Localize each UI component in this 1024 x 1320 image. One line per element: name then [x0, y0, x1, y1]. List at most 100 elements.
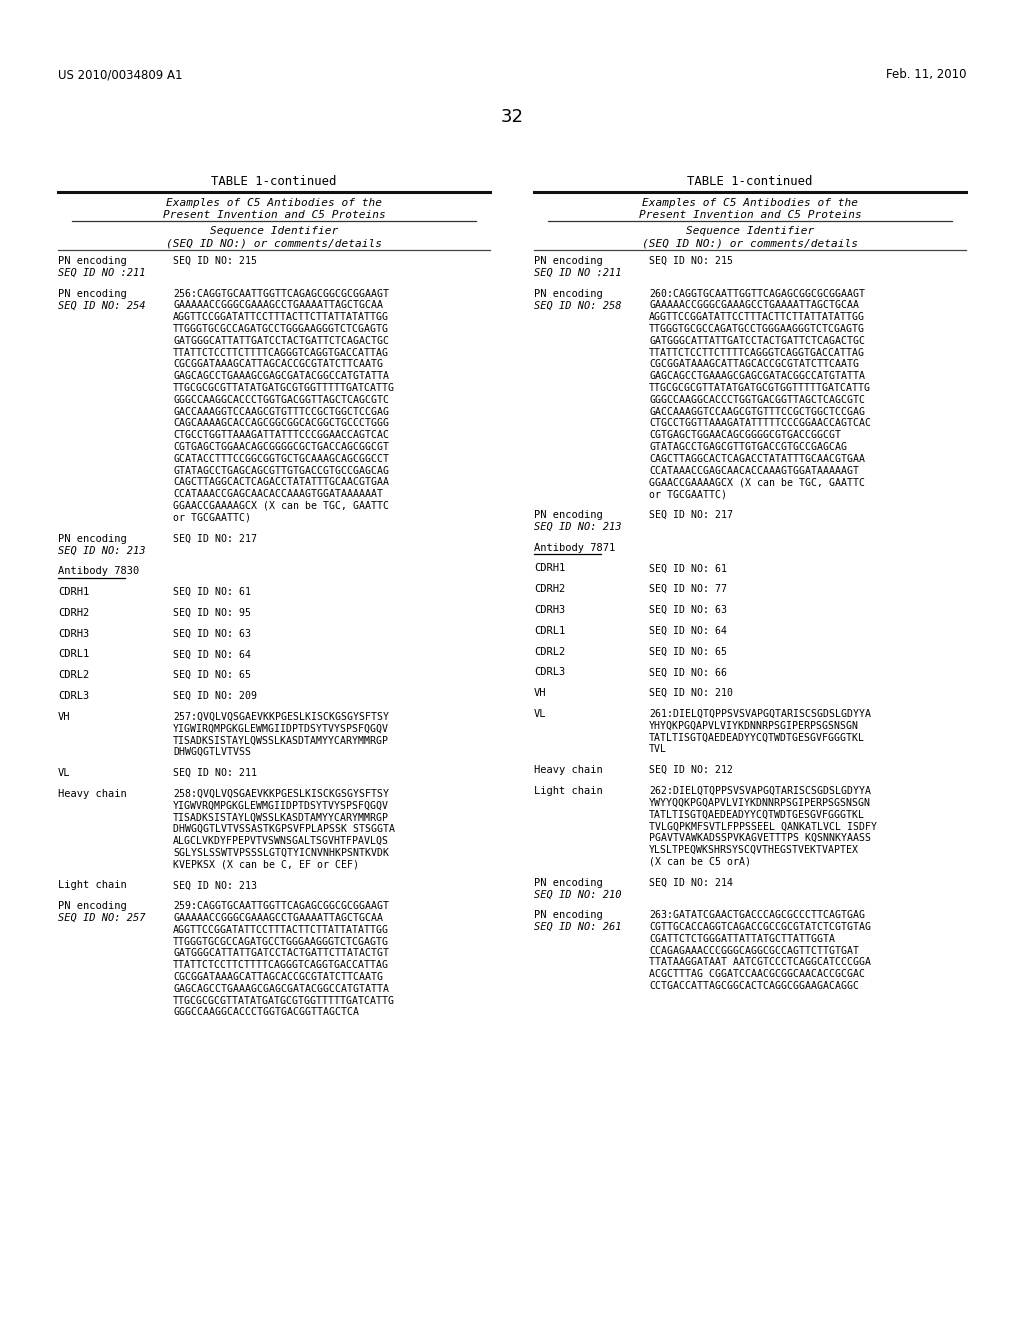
Text: TATLTISGTQAEDEADYYCQTWDTGESGVFGGGTKL: TATLTISGTQAEDEADYYCQTWDTGESGVFGGGTKL: [649, 733, 865, 743]
Text: SEQ ID NO :211: SEQ ID NO :211: [534, 268, 622, 277]
Text: TTATTCTCCTTCTTTTCAGGGTCAGGTGACCATTAG: TTATTCTCCTTCTTTTCAGGGTCAGGTGACCATTAG: [173, 960, 389, 970]
Text: TTATTCTCCTTCTTTTCAGGGTCAGGTGACCATTAG: TTATTCTCCTTCTTTTCAGGGTCAGGTGACCATTAG: [649, 347, 865, 358]
Text: TTATTCTCCTTCTTTTCAGGGTCAGGTGACCATTAG: TTATTCTCCTTCTTTTCAGGGTCAGGTGACCATTAG: [173, 347, 389, 358]
Text: CGTTGCACCAGGTCAGACCGCCGCGTATCTCGTGTAG: CGTTGCACCAGGTCAGACCGCCGCGTATCTCGTGTAG: [649, 921, 871, 932]
Text: SEQ ID NO: 211: SEQ ID NO: 211: [173, 768, 257, 777]
Text: CDRH1: CDRH1: [58, 587, 89, 597]
Text: Heavy chain: Heavy chain: [58, 789, 127, 799]
Text: GACCAAAGGTCCAAGCGTGTTTCCGCTGGCTCCGAG: GACCAAAGGTCCAAGCGTGTTTCCGCTGGCTCCGAG: [173, 407, 389, 417]
Text: CCTGACCATTAGCGGCACTCAGGCGGAAGACAGGC: CCTGACCATTAGCGGCACTCAGGCGGAAGACAGGC: [649, 981, 859, 991]
Text: SEQ ID NO: 210: SEQ ID NO: 210: [649, 688, 733, 698]
Text: AGGTTCCGGATATTCCTTTACTTCTTATTATATTGG: AGGTTCCGGATATTCCTTTACTTCTTATTATATTGG: [173, 925, 389, 935]
Text: SEQ ID NO: 261: SEQ ID NO: 261: [534, 921, 622, 932]
Text: SEQ ID NO: 61: SEQ ID NO: 61: [173, 587, 251, 597]
Text: Light chain: Light chain: [534, 785, 603, 796]
Text: YWYYQQKPGQAPVLVIYKDNNRPSGIPERPSGSNSGN: YWYYQQKPGQAPVLVIYKDNNRPSGIPERPSGSNSGN: [649, 797, 871, 808]
Text: GTATAGCCTGAGCGTTGTGACCGTGCCGAGCAG: GTATAGCCTGAGCGTTGTGACCGTGCCGAGCAG: [649, 442, 847, 451]
Text: VL: VL: [534, 709, 547, 719]
Text: CGTGAGCTGGAACAGCGGGGCGCTGACCAGCGGCGT: CGTGAGCTGGAACAGCGGGGCGCTGACCAGCGGCGT: [173, 442, 389, 451]
Text: TVLGQPKMFSVTLFPPSSEEL QANKATLVCL ISDFY: TVLGQPKMFSVTLFPPSSEEL QANKATLVCL ISDFY: [649, 821, 877, 832]
Text: SEQ ID NO: 254: SEQ ID NO: 254: [58, 301, 145, 310]
Text: TTGCGCGCGTTATATGATGCGTGGTTTTTGATCATTG: TTGCGCGCGTTATATGATGCGTGGTTTTTGATCATTG: [173, 995, 395, 1006]
Text: GATGGGCATTATTGATCCTACTGATTCTTATACTGT: GATGGGCATTATTGATCCTACTGATTCTTATACTGT: [173, 948, 389, 958]
Text: CDRL3: CDRL3: [58, 690, 89, 701]
Text: SEQ ID NO: 63: SEQ ID NO: 63: [649, 605, 727, 615]
Text: TTGGGTGCGCCAGATGCCTGGGAAGGGTCTCGAGTG: TTGGGTGCGCCAGATGCCTGGGAAGGGTCTCGAGTG: [649, 323, 865, 334]
Text: SEQ ID NO: 65: SEQ ID NO: 65: [173, 671, 251, 680]
Text: SEQ ID NO: 209: SEQ ID NO: 209: [173, 690, 257, 701]
Text: GGGCCAAGGCACCCTGGTGACGGTTAGCTCA: GGGCCAAGGCACCCTGGTGACGGTTAGCTCA: [173, 1007, 359, 1018]
Text: YIGWVRQMPGKGLEWMGIIDPTDSYTVYSPSFQGQV: YIGWVRQMPGKGLEWMGIIDPTDSYTVYSPSFQGQV: [173, 801, 389, 810]
Text: SEQ ID NO: 66: SEQ ID NO: 66: [649, 668, 727, 677]
Text: Heavy chain: Heavy chain: [534, 766, 603, 775]
Text: 256:CAGGTGCAATTGGTTCAGAGCGGCGCGGAAGT: 256:CAGGTGCAATTGGTTCAGAGCGGCGCGGAAGT: [173, 289, 389, 298]
Text: VH: VH: [534, 688, 547, 698]
Text: PN encoding: PN encoding: [534, 510, 603, 520]
Text: GAGCAGCCTGAAAGCGAGCGATACGGCCATGTATTA: GAGCAGCCTGAAAGCGAGCGATACGGCCATGTATTA: [173, 371, 389, 381]
Text: Light chain: Light chain: [58, 880, 127, 891]
Text: Sequence Identifier: Sequence Identifier: [686, 226, 814, 236]
Text: PN encoding: PN encoding: [534, 256, 603, 267]
Text: GATGGGCATTATTGATCCTACTGATTCTCAGACTGC: GATGGGCATTATTGATCCTACTGATTCTCAGACTGC: [649, 335, 865, 346]
Text: or TGCGAATTC): or TGCGAATTC): [649, 490, 727, 499]
Text: TISADKSISTAYLQWSSLKASDTAMYYCARYMMRGP: TISADKSISTAYLQWSSLKASDTAMYYCARYMMRGP: [173, 812, 389, 822]
Text: CGATTCTCTGGGATTATTATGCTTATTGGTA: CGATTCTCTGGGATTATTATGCTTATTGGTA: [649, 933, 835, 944]
Text: (X can be C5 orA): (X can be C5 orA): [649, 857, 751, 867]
Text: 260:CAGGTGCAATTGGTTCAGAGCGGCGCGGAAGT: 260:CAGGTGCAATTGGTTCAGAGCGGCGCGGAAGT: [649, 289, 865, 298]
Text: Antibody 7830: Antibody 7830: [58, 566, 139, 577]
Text: CDRH2: CDRH2: [58, 607, 89, 618]
Text: PN encoding: PN encoding: [58, 256, 127, 267]
Text: PN encoding: PN encoding: [534, 289, 603, 298]
Text: SEQ ID NO: 210: SEQ ID NO: 210: [534, 890, 622, 899]
Text: SEQ ID NO: 217: SEQ ID NO: 217: [649, 510, 733, 520]
Text: SEQ ID NO: 61: SEQ ID NO: 61: [649, 564, 727, 573]
Text: Present Invention and C5 Proteins: Present Invention and C5 Proteins: [639, 210, 861, 220]
Text: AGGTTCCGGATATTCCTTTACTTCTTATTATATTGG: AGGTTCCGGATATTCCTTTACTTCTTATTATATTGG: [173, 313, 389, 322]
Text: CDRL2: CDRL2: [534, 647, 565, 656]
Text: CGTGAGCTGGAACAGCGGGGCGTGACCGGCGT: CGTGAGCTGGAACAGCGGGGCGTGACCGGCGT: [649, 430, 841, 440]
Text: SEQ ID NO: 214: SEQ ID NO: 214: [649, 878, 733, 887]
Text: VL: VL: [58, 768, 71, 777]
Text: GAAAAACCGGGCGAAAGCCTGAAAATTAGCTGCAA: GAAAAACCGGGCGAAAGCCTGAAAATTAGCTGCAA: [173, 913, 383, 923]
Text: CAGCTTAGGCACTCAGACCTATATTTGCAACGTGAA: CAGCTTAGGCACTCAGACCTATATTTGCAACGTGAA: [649, 454, 865, 463]
Text: PN encoding: PN encoding: [534, 911, 603, 920]
Text: SEQ ID NO: 257: SEQ ID NO: 257: [58, 913, 145, 923]
Text: SEQ ID NO: 95: SEQ ID NO: 95: [173, 607, 251, 618]
Text: YIGWIRQMPGKGLEWMGIIDPTDSYTVYSPSFQGQV: YIGWIRQMPGKGLEWMGIIDPTDSYTVYSPSFQGQV: [173, 723, 389, 734]
Text: CDRH3: CDRH3: [58, 628, 89, 639]
Text: GAGCAGCCTGAAAGCGAGCGATACGGCCATGTATTA: GAGCAGCCTGAAAGCGAGCGATACGGCCATGTATTA: [649, 371, 865, 381]
Text: GGGCCAAGGCACCCTGGTGACGGTTAGCTCAGCGTC: GGGCCAAGGCACCCTGGTGACGGTTAGCTCAGCGTC: [649, 395, 865, 405]
Text: TABLE 1-continued: TABLE 1-continued: [687, 176, 813, 187]
Text: PN encoding: PN encoding: [58, 533, 127, 544]
Text: CAGCTTAGGCACTCAGACCTATATTTGCAACGTGAA: CAGCTTAGGCACTCAGACCTATATTTGCAACGTGAA: [173, 478, 389, 487]
Text: Examples of C5 Antibodies of the: Examples of C5 Antibodies of the: [642, 198, 858, 209]
Text: DHWGQGTLVTVSS: DHWGQGTLVTVSS: [173, 747, 251, 758]
Text: CDRH1: CDRH1: [534, 564, 565, 573]
Text: CCATAAACCGAGCAACACCAAAGTGGATAAAAAAT: CCATAAACCGAGCAACACCAAAGTGGATAAAAAAT: [173, 490, 383, 499]
Text: YLSLTPEQWKSHRSYSCQVTHEGSTVEKTVAPTEX: YLSLTPEQWKSHRSYSCQVTHEGSTVEKTVAPTEX: [649, 845, 859, 855]
Text: CCATAAACCGAGCAACACCAAAGTGGATAAAAAGT: CCATAAACCGAGCAACACCAAAGTGGATAAAAAGT: [649, 466, 859, 475]
Text: 259:CAGGTGCAATTGGTTCAGAGCGGCGCGGAAGT: 259:CAGGTGCAATTGGTTCAGAGCGGCGCGGAAGT: [173, 902, 389, 911]
Text: GAAAAACCGGGCGAAAGCCTGAAAATTAGCTGCAA: GAAAAACCGGGCGAAAGCCTGAAAATTAGCTGCAA: [649, 301, 859, 310]
Text: PN encoding: PN encoding: [58, 289, 127, 298]
Text: CGCGGATAAAGCATTAGCACCGCGTATCTTCAATG: CGCGGATAAAGCATTAGCACCGCGTATCTTCAATG: [649, 359, 859, 370]
Text: CDRL2: CDRL2: [58, 671, 89, 680]
Text: TTGGGTGCGCCAGATGCCTGGGAAGGGTCTCGAGTG: TTGGGTGCGCCAGATGCCTGGGAAGGGTCTCGAGTG: [173, 937, 389, 946]
Text: TISADKSISTAYLQWSSLKASDTAMYYCARYMMRGP: TISADKSISTAYLQWSSLKASDTAMYYCARYMMRGP: [173, 735, 389, 746]
Text: TATLTISGTQAEDEADYYCQTWDTGESGVFGGGTKL: TATLTISGTQAEDEADYYCQTWDTGESGVFGGGTKL: [649, 809, 865, 820]
Text: CDRL1: CDRL1: [534, 626, 565, 636]
Text: CDRH3: CDRH3: [534, 605, 565, 615]
Text: SEQ ID NO: 213: SEQ ID NO: 213: [173, 880, 257, 891]
Text: AGGTTCCGGATATTCCTTTACTTCTTATTATATTGG: AGGTTCCGGATATTCCTTTACTTCTTATTATATTGG: [649, 313, 865, 322]
Text: 32: 32: [501, 108, 523, 125]
Text: 257:QVQLVQSGAEVKKPGESLKISCKGSGYSFTSY: 257:QVQLVQSGAEVKKPGESLKISCKGSGYSFTSY: [173, 711, 389, 722]
Text: GGAACCGAAAAGCX (X can be TGC, GAATTC: GGAACCGAAAAGCX (X can be TGC, GAATTC: [173, 502, 389, 511]
Text: TTGCGCGCGTTATATGATGCGTGGTTTTTGATCATTG: TTGCGCGCGTTATATGATGCGTGGTTTTTGATCATTG: [173, 383, 395, 393]
Text: CCAGAGAAACCCGGGCAGGCGCCAGTTCTTGTGAT: CCAGAGAAACCCGGGCAGGCGCCAGTTCTTGTGAT: [649, 945, 859, 956]
Text: (SEQ ID NO:) or comments/details: (SEQ ID NO:) or comments/details: [642, 238, 858, 248]
Text: Sequence Identifier: Sequence Identifier: [210, 226, 338, 236]
Text: PGAVTVAWKADSSPVKAGVETTTPS KQSNNKYAASS: PGAVTVAWKADSSPVKAGVETTTPS KQSNNKYAASS: [649, 833, 871, 843]
Text: CTGCCTGGTTAAAGATTATTTCCCGGAACCAGTCAC: CTGCCTGGTTAAAGATTATTTCCCGGAACCAGTCAC: [173, 430, 389, 440]
Text: TTATAAGGATAAT AATCGTCCCTCAGGCATCCCGGA: TTATAAGGATAAT AATCGTCCCTCAGGCATCCCGGA: [649, 957, 871, 968]
Text: SEQ ID NO: 213: SEQ ID NO: 213: [58, 545, 145, 556]
